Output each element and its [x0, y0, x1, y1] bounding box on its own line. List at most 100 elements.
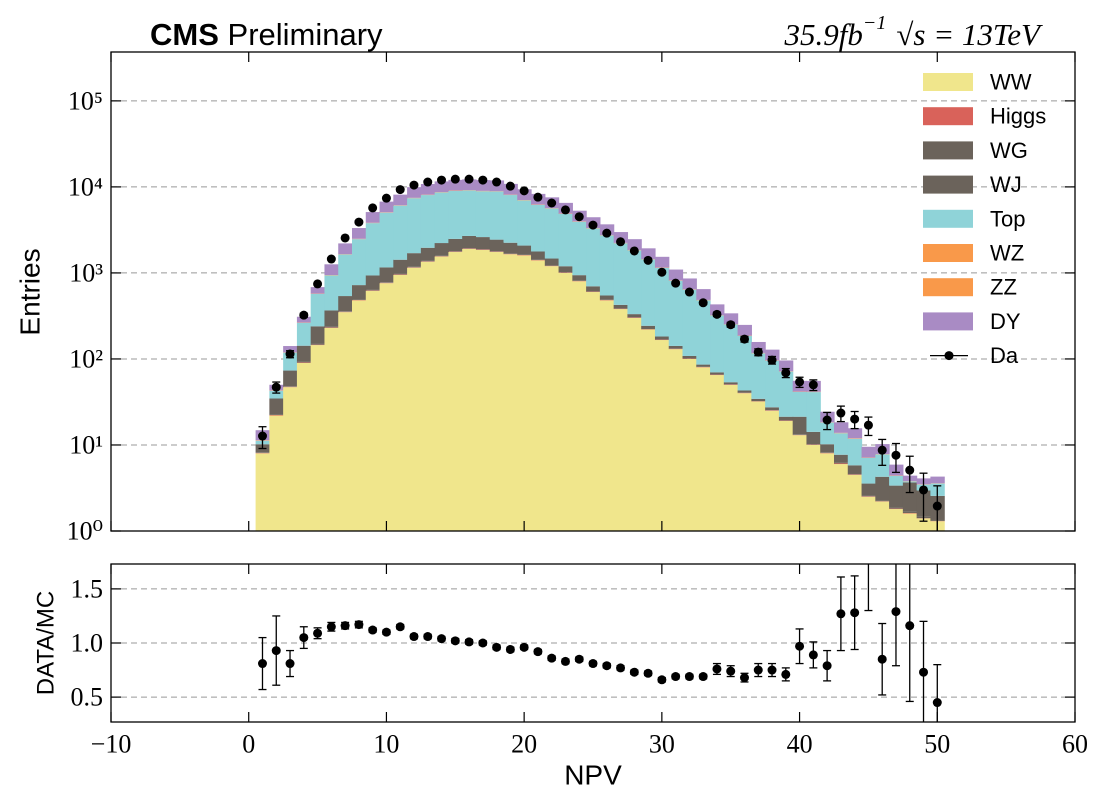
legend-swatch	[923, 278, 973, 297]
legend-label: WJ	[990, 172, 1022, 197]
stack-segment	[269, 414, 284, 416]
data-point	[698, 298, 708, 308]
data-point	[257, 431, 267, 441]
data-point	[257, 659, 267, 669]
data-point	[519, 186, 529, 196]
stack-segment	[654, 336, 670, 340]
stack-segment	[434, 256, 449, 531]
stack-segment	[572, 281, 587, 531]
stack-segment	[861, 483, 876, 496]
legend-swatch	[923, 107, 973, 126]
stack-segment	[889, 485, 904, 508]
stack-segment	[902, 482, 918, 512]
data-point	[863, 420, 873, 430]
data-point	[767, 665, 777, 675]
x-tick-label: 50	[924, 730, 950, 759]
y-tick-label: 1.5	[71, 574, 104, 603]
legend-swatch	[923, 141, 973, 160]
stack-segment	[352, 239, 367, 286]
stack-segment	[765, 410, 780, 531]
data-point	[932, 698, 942, 708]
stack-segment	[599, 295, 615, 300]
legend-label: Top	[990, 206, 1025, 231]
stack-segment	[255, 453, 270, 531]
data-point	[478, 175, 488, 185]
stack-segment	[599, 300, 615, 531]
data-point	[450, 174, 460, 184]
stack-segment	[902, 511, 918, 513]
stack-segment	[420, 261, 436, 531]
data-point	[795, 377, 805, 387]
data-point	[354, 620, 364, 630]
data-point	[492, 177, 502, 187]
stack-segment	[544, 266, 560, 531]
stack-segment	[641, 248, 656, 260]
y-tick-label: 10²	[69, 344, 103, 373]
x-tick-label: 10	[373, 730, 399, 759]
stack-segment	[861, 457, 876, 484]
stack-segment	[352, 228, 367, 239]
axes-frame	[110, 51, 1076, 532]
stack-segment	[723, 384, 739, 531]
stack-segment	[627, 239, 642, 250]
data-point	[409, 632, 419, 642]
stack-segment	[544, 208, 560, 259]
stack-segment	[393, 274, 408, 531]
stack-segment	[696, 364, 711, 367]
stack-segment	[283, 370, 298, 387]
data-point	[657, 675, 667, 685]
subtitle: Preliminary	[228, 17, 384, 52]
data-point	[877, 445, 887, 455]
stack-segment	[462, 179, 477, 191]
data-point	[271, 382, 281, 392]
data-point	[753, 347, 763, 357]
stack-segment	[352, 300, 367, 531]
stack-segment	[710, 315, 725, 373]
stack-segment	[696, 289, 711, 300]
data-point	[547, 653, 557, 663]
stack-segment	[283, 386, 298, 387]
stack-segment	[654, 256, 670, 268]
stack-segment	[792, 435, 808, 531]
data-point	[560, 205, 570, 215]
stack-segment	[352, 299, 367, 300]
data-point	[326, 622, 336, 632]
data-point	[409, 180, 419, 190]
data-point	[340, 233, 350, 243]
y-axis-label: Entries	[15, 248, 46, 335]
stack-segment	[682, 289, 697, 356]
stack-segment	[834, 433, 849, 455]
data-point	[919, 485, 929, 495]
stack-segment	[283, 346, 298, 353]
stack-segment	[310, 287, 326, 294]
stack-segment	[654, 340, 670, 531]
x-axis-label: NPV	[564, 760, 622, 791]
stack-segment	[627, 317, 642, 531]
stack-segment	[778, 416, 794, 421]
stack-segment	[737, 393, 752, 531]
data-point	[877, 654, 887, 664]
stack-segment	[834, 464, 849, 531]
stack-segment	[889, 507, 904, 509]
stack-segment	[269, 398, 284, 415]
stack-segment	[365, 212, 381, 223]
data-point	[905, 621, 915, 631]
plot-area	[257, 564, 942, 722]
data-point	[643, 255, 653, 265]
stack-segment	[475, 249, 491, 531]
stack-segment	[517, 255, 532, 531]
data-point	[726, 666, 736, 676]
y-tick-label: 0.5	[71, 683, 104, 712]
legend-label: ZZ	[990, 275, 1017, 300]
x-tick-label: 0	[242, 730, 255, 759]
legend: WW Higgs WG WJ Top WZ ZZ DY Da	[923, 70, 1046, 368]
stack-segment	[723, 382, 739, 385]
stack-segment	[338, 296, 353, 312]
stack-segment	[393, 273, 408, 275]
data-point	[313, 279, 323, 289]
stack-segment	[489, 191, 505, 240]
data-point	[602, 228, 612, 238]
legend-label: WZ	[990, 241, 1024, 266]
data-point	[602, 661, 612, 671]
legend-swatch	[923, 175, 973, 194]
